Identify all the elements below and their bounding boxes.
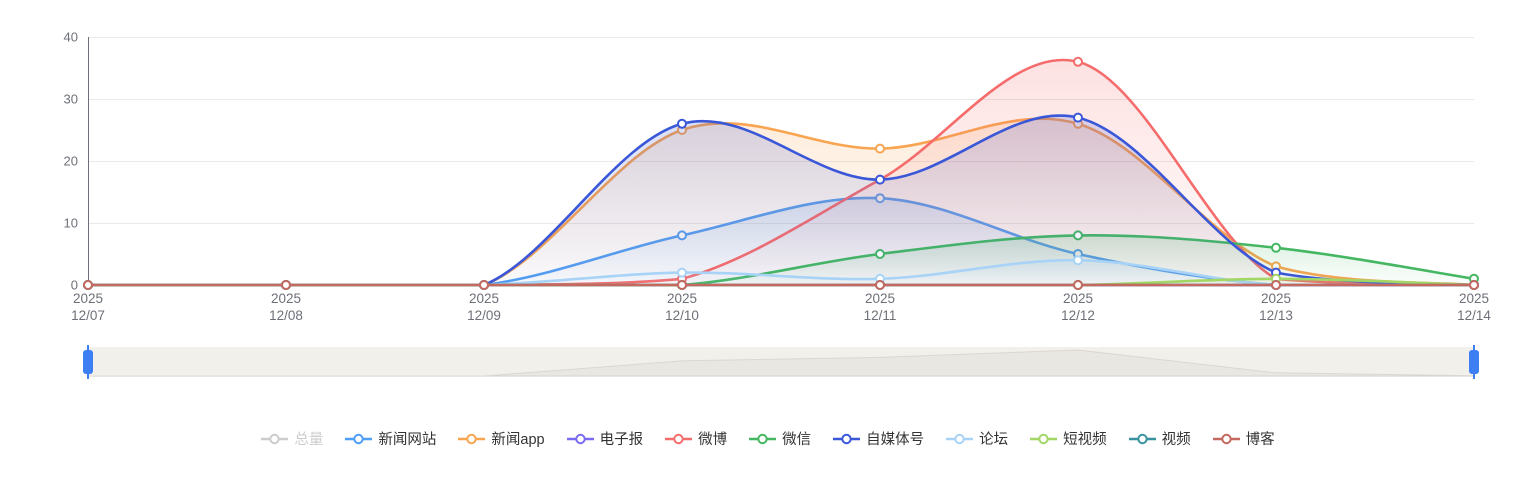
series-point-10 [1271,280,1281,290]
series-point-5 [1271,242,1281,253]
series-area-6 [88,115,1474,285]
y-axis-tick-label: 20 [64,154,78,169]
datazoom-track[interactable] [88,347,1474,377]
legend-item-1[interactable]: 新闻网站 [345,428,436,449]
x-axis-label: 2025 12/12 [1061,291,1095,323]
series-point-6 [677,118,687,129]
legend-item-6[interactable]: 自媒体号 [833,428,924,449]
legend-label: 新闻app [491,432,545,448]
legend-item-2[interactable]: 新闻app [458,428,545,449]
x-axis-label: 2025 12/14 [1457,291,1491,323]
datazoom-handle-right-stem [1473,345,1475,379]
x-axis-label: 2025 12/10 [665,291,699,323]
chart-legend: 总量 新闻网站 新闻app 电子报 微博 微信 自媒体号 论坛 短视频 视频 博客 [0,428,1536,449]
legend-item-4[interactable]: 微博 [665,428,727,449]
datazoom-handle-right[interactable] [1469,345,1479,379]
legend-marker-icon [566,433,594,444]
legend-marker-icon [665,433,693,444]
x-axis-label: 2025 12/07 [71,291,105,323]
x-axis-label: 2025 12/09 [467,291,501,323]
legend-label: 微博 [698,432,728,448]
legend-marker-icon [946,433,974,444]
series-point-7 [677,267,687,278]
legend-item-8[interactable]: 短视频 [1030,428,1107,449]
x-axis-label: 2025 12/13 [1259,291,1293,323]
series-area-7 [88,260,1474,285]
legend-label: 新闻网站 [378,432,437,448]
legend-marker-icon [1212,433,1240,444]
legend-item-0[interactable]: 总量 [261,428,323,449]
datazoom-handle-left[interactable] [83,345,93,379]
series-point-6 [875,174,885,185]
legend-label: 论坛 [979,432,1009,448]
y-axis-tick-label: 40 [64,30,78,45]
legend-marker-icon [749,433,777,444]
series-point-10 [479,280,489,290]
legend-label: 视频 [1161,432,1191,448]
legend-item-10[interactable]: 博客 [1212,428,1275,449]
series-point-10 [281,280,291,290]
line-chart: 0 10 20 30 40 2025 12/07 2025 12/08 2025 12/09 2025… [64,30,1492,324]
legend-item-5[interactable]: 微信 [749,428,811,449]
datazoom-track-svg [88,347,1475,377]
legend-item-3[interactable]: 电子报 [566,428,644,449]
datazoom-handle-left-stem [87,345,89,379]
legend-label: 电子报 [599,432,644,448]
legend-label: 自媒体号 [866,432,925,448]
x-axis-label: 2025 12/11 [864,291,897,323]
datazoom-slider[interactable] [0,343,1536,383]
y-axis-tick-label: 10 [64,216,78,231]
series-point-2 [875,143,885,154]
series-point-7 [1073,255,1083,266]
series-point-10 [677,280,687,290]
x-axis-label: 2025 12/08 [269,291,303,323]
legend-label: 微信 [782,432,812,448]
legend-item-7[interactable]: 论坛 [946,428,1008,449]
series-point-6 [1073,112,1083,123]
legend-marker-icon [833,433,861,444]
series-point-10 [1073,280,1083,290]
legend-marker-icon [458,433,486,444]
legend-marker-icon [1030,433,1058,444]
series-point-10 [1469,280,1479,290]
legend-label: 博客 [1245,432,1275,448]
y-axis-tick-label: 30 [64,92,78,107]
series-point-10 [83,280,93,290]
legend-label: 总量 [294,432,324,448]
legend-marker-icon [345,433,373,444]
legend-item-9[interactable]: 视频 [1128,428,1191,449]
legend-label: 短视频 [1063,432,1107,448]
y-axis-tick-label: 0 [71,278,78,293]
series-point-4 [1073,56,1083,67]
series-point-10 [875,280,885,290]
legend-marker-icon [1128,433,1156,444]
legend-marker-icon [261,433,289,444]
